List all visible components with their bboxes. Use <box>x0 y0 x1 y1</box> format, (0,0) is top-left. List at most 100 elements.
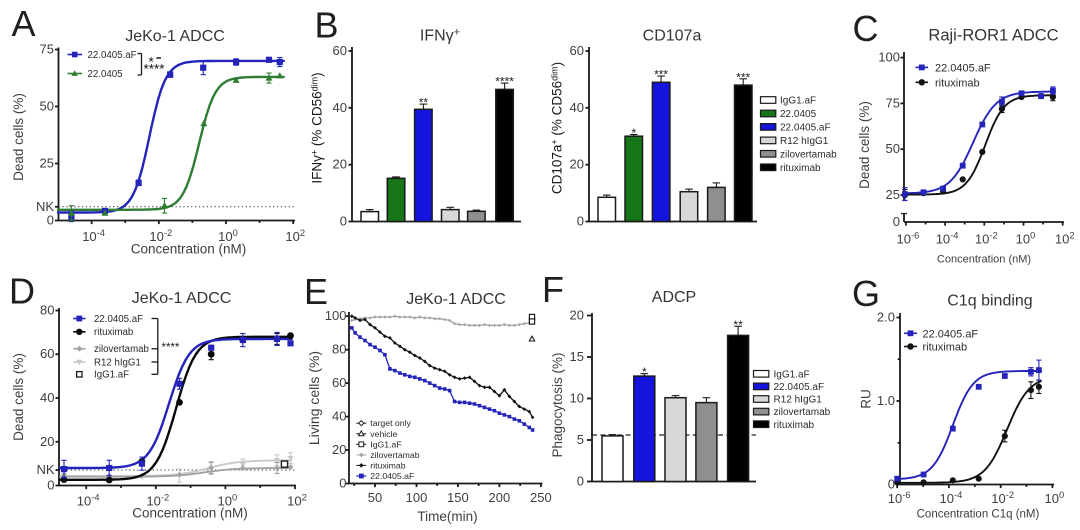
svg-text:22.0405: 22.0405 <box>88 69 123 80</box>
svg-text:Concentration (nM): Concentration (nM) <box>132 506 248 521</box>
svg-text:Dead cells (%): Dead cells (%) <box>857 101 872 189</box>
svg-text:75: 75 <box>886 95 900 110</box>
svg-text:R12 hIgG1: R12 hIgG1 <box>780 136 829 147</box>
svg-text:0: 0 <box>340 214 347 229</box>
svg-text:20: 20 <box>570 157 584 172</box>
svg-text:100: 100 <box>406 490 428 505</box>
svg-text:*: * <box>642 365 647 379</box>
svg-text:rituximab: rituximab <box>370 460 405 470</box>
svg-text:20: 20 <box>570 308 584 323</box>
svg-text:150: 150 <box>447 490 469 505</box>
svg-text:B: B <box>315 5 339 46</box>
svg-text:***: *** <box>654 68 668 82</box>
svg-text:80: 80 <box>40 303 54 318</box>
svg-text:RU: RU <box>859 389 874 409</box>
svg-text:22.0405.aF: 22.0405.aF <box>370 471 414 481</box>
svg-text:zilovertamab: zilovertamab <box>774 407 831 418</box>
svg-text:22.0405.aF: 22.0405.aF <box>780 123 831 134</box>
svg-text:60: 60 <box>570 43 584 58</box>
svg-text:200: 200 <box>489 490 511 505</box>
svg-text:D: D <box>9 271 35 312</box>
svg-text:25: 25 <box>886 187 900 202</box>
svg-text:rituximab: rituximab <box>923 342 968 354</box>
svg-text:0: 0 <box>893 214 900 229</box>
svg-text:20: 20 <box>40 434 54 449</box>
svg-text:Raji-ROR1 ADCC: Raji-ROR1 ADCC <box>928 27 1058 45</box>
svg-text:zilovertamab: zilovertamab <box>780 149 837 160</box>
svg-text:rituximab: rituximab <box>94 327 133 338</box>
svg-text:0: 0 <box>47 478 54 493</box>
svg-text:R12 hIgG1: R12 hIgG1 <box>94 357 141 368</box>
svg-text:****: **** <box>162 342 180 354</box>
svg-text:rituximab: rituximab <box>774 420 815 431</box>
svg-text:rituximab: rituximab <box>780 163 821 174</box>
svg-text:****: **** <box>144 62 166 77</box>
svg-text:15: 15 <box>570 349 584 364</box>
svg-text:Living cells (%): Living cells (%) <box>306 351 322 445</box>
svg-text:zilovertamab: zilovertamab <box>94 344 149 355</box>
svg-text:C: C <box>853 8 879 49</box>
svg-text:zilovertamab: zilovertamab <box>370 450 419 460</box>
svg-text:JeKo-1 ADCC: JeKo-1 ADCC <box>132 290 232 307</box>
svg-text:1.0: 1.0 <box>877 393 895 408</box>
svg-text:22.0405: 22.0405 <box>780 109 817 120</box>
svg-text:5: 5 <box>577 432 584 447</box>
svg-text:60: 60 <box>333 43 347 58</box>
svg-text:10: 10 <box>570 391 584 406</box>
svg-text:50: 50 <box>40 99 54 114</box>
svg-text:*: * <box>631 126 636 140</box>
svg-text:Concentration C1q (nM): Concentration C1q (nM) <box>917 509 1040 521</box>
svg-text:100: 100 <box>878 50 900 65</box>
svg-text:80: 80 <box>332 342 346 357</box>
svg-text:NK: NK <box>36 462 54 477</box>
svg-text:60: 60 <box>40 346 54 361</box>
svg-text:40: 40 <box>570 100 584 115</box>
svg-text:***: *** <box>736 70 750 84</box>
svg-text:22.0405.aF: 22.0405.aF <box>923 328 979 340</box>
svg-text:40: 40 <box>333 100 347 115</box>
svg-text:rituximab: rituximab <box>935 77 980 89</box>
svg-text:50: 50 <box>886 141 900 156</box>
svg-text:target only: target only <box>370 418 411 428</box>
svg-text:JeKo-1 ADCC: JeKo-1 ADCC <box>406 291 506 308</box>
svg-text:CD107a: CD107a <box>643 28 702 45</box>
svg-text:0: 0 <box>577 214 584 229</box>
svg-text:CD107a+ (% CD56dim): CD107a+ (% CD56dim) <box>550 62 565 194</box>
svg-text:100: 100 <box>325 308 347 323</box>
svg-text:2.0: 2.0 <box>877 310 895 325</box>
svg-text:IgG1.aF: IgG1.aF <box>774 369 810 380</box>
svg-text:40: 40 <box>332 409 346 424</box>
svg-text:Concentration (nM): Concentration (nM) <box>937 254 1031 266</box>
svg-text:IgG1.aF: IgG1.aF <box>780 96 816 107</box>
svg-text:IFNγ+ (% CD56dim): IFNγ+ (% CD56dim) <box>310 72 325 183</box>
svg-text:0: 0 <box>339 476 346 491</box>
svg-text:**: ** <box>733 318 743 332</box>
svg-text:**: ** <box>419 96 429 110</box>
svg-text:0: 0 <box>47 213 54 228</box>
svg-text:22.0405.aF: 22.0405.aF <box>94 314 143 325</box>
svg-text:Time(min): Time(min) <box>417 509 477 524</box>
svg-text:40: 40 <box>40 390 54 405</box>
svg-text:Dead cells (%): Dead cells (%) <box>11 93 26 181</box>
svg-text:vehicle: vehicle <box>370 429 397 439</box>
svg-text:0: 0 <box>888 477 895 492</box>
svg-text:JeKo-1 ADCC: JeKo-1 ADCC <box>125 28 225 45</box>
svg-text:25: 25 <box>40 156 54 171</box>
svg-text:22.0405.aF: 22.0405.aF <box>88 50 137 61</box>
svg-text:C1q binding: C1q binding <box>947 293 1032 310</box>
svg-text:****: **** <box>495 75 514 89</box>
svg-text:20: 20 <box>333 157 347 172</box>
svg-text:IFNγ+: IFNγ+ <box>420 27 460 45</box>
svg-text:F: F <box>542 269 564 310</box>
svg-text:NK: NK <box>36 199 54 214</box>
svg-text:20: 20 <box>332 442 346 457</box>
svg-text:Concentration (nM): Concentration (nM) <box>131 242 247 257</box>
svg-text:G: G <box>852 273 880 314</box>
svg-text:60: 60 <box>332 375 346 390</box>
svg-text:0: 0 <box>577 474 584 489</box>
svg-text:R12 hIgG1: R12 hIgG1 <box>774 395 823 406</box>
svg-text:22.0405.aF: 22.0405.aF <box>774 382 825 393</box>
svg-text:250: 250 <box>530 490 552 505</box>
svg-text:Dead cells (%): Dead cells (%) <box>11 353 26 441</box>
svg-text:E: E <box>304 271 328 312</box>
